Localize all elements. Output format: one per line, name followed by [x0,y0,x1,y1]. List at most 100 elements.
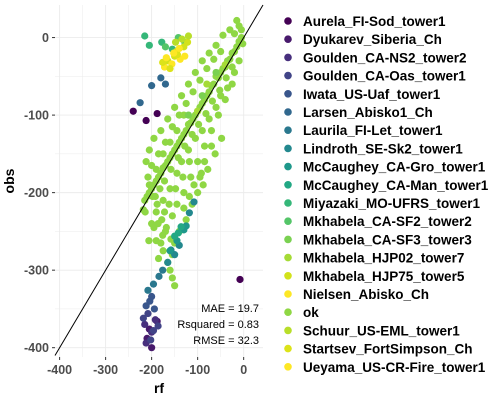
y-axis-ticks: -400 -300 -200 -100 0 [24,31,55,355]
legend-label: Schuur_US-EML_tower1 [303,323,460,338]
data-point [198,92,206,100]
legend-key [284,162,292,171]
data-point [145,237,153,245]
data-point [199,181,207,189]
data-point [148,292,156,301]
data-point [145,181,153,189]
data-point [150,305,158,313]
data-point [154,254,163,263]
legend-key [284,235,292,244]
data-point [162,54,170,62]
data-point [189,88,197,96]
legend-key [284,53,292,62]
data-point [166,185,174,193]
legend-label: Mkhabela_HJP75_tower5 [303,269,465,284]
data-point [141,208,149,216]
data-point [203,80,211,88]
legend-label: Mkhabela_CA-SF2_tower2 [303,214,472,229]
data-point [142,116,150,125]
data-point [217,92,225,100]
legend-key [284,71,292,80]
data-point [154,220,162,228]
legend-key [284,181,292,189]
data-point [194,158,202,166]
data-point [194,189,202,197]
data-point [159,150,167,158]
data-point [184,111,193,119]
data-point [159,247,167,255]
data-point [152,165,160,173]
data-point [168,274,176,282]
x-axis-ticks: -400 -300 -200 -100 0 [47,357,247,377]
legend-label: Larsen_Abisko1_Ch [303,105,433,120]
data-point [233,16,241,25]
x-axis-title: rf [154,380,164,396]
data-point [159,266,167,274]
data-point [147,336,155,344]
data-point [222,74,230,82]
data-point [171,185,180,193]
data-point [166,247,174,255]
x-tick-label: -300 [93,363,118,377]
data-point [181,52,189,60]
data-point [173,169,181,177]
data-point [142,158,150,166]
data-point [141,32,149,40]
legend-key [284,35,292,43]
y-tick-label: -300 [24,264,49,278]
data-point [153,109,161,118]
legend-key [284,272,292,280]
data-point [200,158,209,166]
data-point [212,41,220,49]
data-point [212,68,220,77]
legend-label: Ueyama_US-CR-Fire_tower1 [303,360,486,375]
data-point [219,31,227,39]
legend-label: McCaughey_CA-Gro_tower1 [303,160,486,175]
annotation-rmse: RMSE = 32.3 [193,335,259,347]
data-point [185,209,193,217]
data-point [154,322,162,330]
legend-key [284,217,292,225]
data-point [180,189,188,197]
y-tick-label: 0 [42,31,49,45]
legend-label: Dyukarev_Siberia_Ch [303,32,442,47]
y-tick-label: -200 [24,186,49,200]
x-tick-label: 0 [240,363,247,377]
data-point [184,80,193,88]
data-point [177,223,185,231]
data-point [162,223,170,232]
data-point [217,47,225,56]
data-point [182,99,190,108]
data-point [187,173,195,181]
data-point [230,68,239,77]
data-point [184,120,193,129]
x-tick-label: -400 [47,363,72,377]
data-point [194,120,203,129]
data-point [171,282,179,290]
data-point [216,86,224,94]
data-point [167,165,175,173]
legend-key [284,308,292,317]
data-point [191,68,199,77]
data-point [208,97,216,105]
data-point [185,192,193,201]
data-point [144,286,152,294]
data-point [157,127,165,135]
data-point [207,127,216,135]
data-point [196,76,204,84]
data-point [145,41,153,49]
data-point [205,115,213,123]
data-point [149,280,158,288]
data-point [151,316,159,324]
data-point [174,154,182,162]
data-point [178,35,186,43]
data-point [165,200,173,208]
data-point [212,103,220,111]
legend-label: Mkhabela_CA-SF3_tower3 [303,232,472,247]
annotation-mae: MAE = 19.7 [201,303,259,315]
data-point [226,26,234,34]
annotation-rsquared: Rsquared = 0.83 [177,319,259,331]
y-axis-title: obs [1,168,17,193]
data-point [148,344,156,352]
data-point [171,38,180,46]
